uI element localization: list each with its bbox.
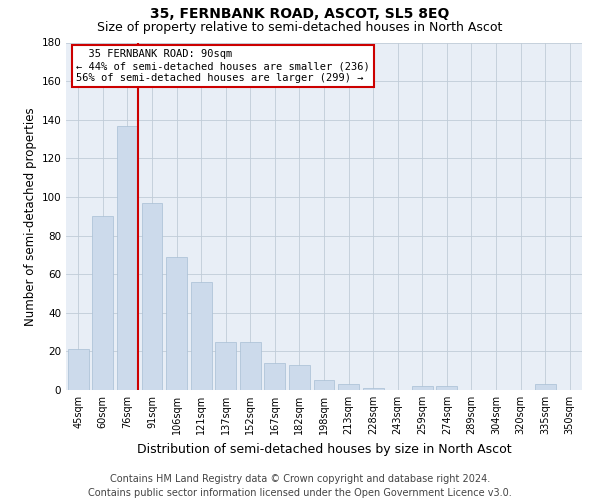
Bar [412, 386, 433, 390]
Bar [92, 216, 113, 390]
Bar [535, 384, 556, 390]
Text: 35, FERNBANK ROAD, ASCOT, SL5 8EQ: 35, FERNBANK ROAD, ASCOT, SL5 8EQ [151, 8, 449, 22]
X-axis label: Distribution of semi-detached houses by size in North Ascot: Distribution of semi-detached houses by … [137, 442, 511, 456]
Bar [142, 202, 163, 390]
Bar [215, 342, 236, 390]
Text: Contains HM Land Registry data © Crown copyright and database right 2024.
Contai: Contains HM Land Registry data © Crown c… [88, 474, 512, 498]
Bar [68, 350, 89, 390]
Bar [240, 342, 261, 390]
Bar [289, 365, 310, 390]
Bar [338, 384, 359, 390]
Bar [362, 388, 383, 390]
Y-axis label: Number of semi-detached properties: Number of semi-detached properties [24, 107, 37, 326]
Bar [314, 380, 334, 390]
Bar [191, 282, 212, 390]
Bar [436, 386, 457, 390]
Bar [117, 126, 138, 390]
Bar [166, 257, 187, 390]
Bar [265, 363, 286, 390]
Text: Size of property relative to semi-detached houses in North Ascot: Size of property relative to semi-detach… [97, 21, 503, 34]
Text: 35 FERNBANK ROAD: 90sqm
← 44% of semi-detached houses are smaller (236)
56% of s: 35 FERNBANK ROAD: 90sqm ← 44% of semi-de… [76, 50, 370, 82]
